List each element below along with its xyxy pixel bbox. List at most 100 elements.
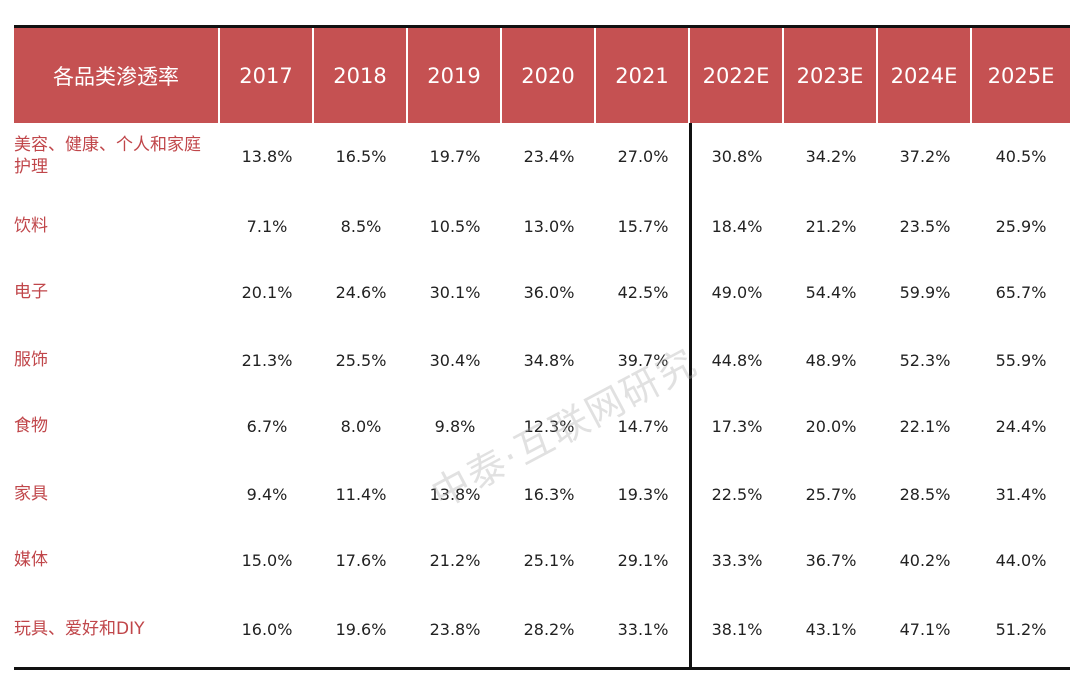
table-cell: 47.1% [899,619,951,639]
table-cell: 27.0% [617,146,669,166]
header-year: 2025E [972,28,1070,123]
table-cell: 49.0% [711,282,763,302]
table-cell: 8.0% [340,416,382,436]
row-category-label: 饮料 [14,216,48,236]
table-cell: 11.4% [335,484,387,504]
table-cell: 23.8% [429,619,481,639]
top-rule [14,25,1070,28]
row-category-label: 美容、健康、个人和家庭护理 [14,135,201,177]
table-cell: 9.4% [246,484,288,504]
table-cell: 34.8% [523,350,575,370]
table-cell: 13.8% [241,146,293,166]
table-row: 美容、健康、个人和家庭护理 13.8% 16.5% 19.7% 23.4% 27.0% 30… [14,123,1070,189]
table-cell: 16.0% [241,619,293,639]
header-year: 2018 [314,28,408,123]
table-cell: 9.8% [434,416,476,436]
table-cell: 33.1% [617,619,669,639]
table-cell: 21.3% [241,350,293,370]
header-year: 2022E [690,28,784,123]
table-row: 玩具、爱好和DIY 16.0% 19.6% 23.8% 28.2% 33.1% 38.1% 4… [14,595,1070,663]
table-cell: 21.2% [805,216,857,236]
row-category-label: 服饰 [14,350,48,370]
table-cell: 65.7% [995,282,1047,302]
table-cell: 40.2% [899,550,951,570]
table-row: 媒体 15.0% 17.6% 21.2% 25.1% 29.1% 33.3% 36.7% 40.… [14,527,1070,593]
table-cell: 52.3% [899,350,951,370]
table-cell: 10.5% [429,216,481,236]
table-cell: 38.1% [711,619,763,639]
table-cell: 25.1% [523,550,575,570]
table-cell: 55.9% [995,350,1047,370]
header-year: 2024E [878,28,972,123]
table-cell: 36.7% [805,550,857,570]
forecast-divider [689,123,692,667]
table-cell: 23.4% [523,146,575,166]
table-cell: 42.5% [617,282,669,302]
table-cell: 13.8% [429,484,481,504]
table-cell: 24.4% [995,416,1047,436]
table-cell: 39.7% [617,350,669,370]
table-cell: 25.9% [995,216,1047,236]
table-cell: 6.7% [246,416,288,436]
bottom-rule [14,667,1070,670]
table-cell: 44.0% [995,550,1047,570]
table-cell: 13.0% [523,216,575,236]
table-cell: 24.6% [335,282,387,302]
table-row: 食物 6.7% 8.0% 9.8% 12.3% 14.7% 17.3% 20.0% 22.1% 2… [14,393,1070,459]
table-cell: 29.1% [617,550,669,570]
table-cell: 17.3% [711,416,763,436]
row-category-label: 电子 [14,282,48,302]
row-category-label: 玩具、爱好和DIY [14,619,145,639]
table-cell: 31.4% [995,484,1047,504]
header-year: 2020 [502,28,596,123]
table-cell: 54.4% [805,282,857,302]
table-cell: 15.7% [617,216,669,236]
table-cell: 19.6% [335,619,387,639]
header-year: 2019 [408,28,502,123]
table-cell: 21.2% [429,550,481,570]
table-cell: 37.2% [899,146,951,166]
table-cell: 15.0% [241,550,293,570]
table-cell: 28.5% [899,484,951,504]
table-cell: 48.9% [805,350,857,370]
table-cell: 14.7% [617,416,669,436]
table-cell: 7.1% [246,216,288,236]
table-cell: 22.1% [899,416,951,436]
table-cell: 30.1% [429,282,481,302]
table-cell: 40.5% [995,146,1047,166]
table-cell: 12.3% [523,416,575,436]
table-cell: 22.5% [711,484,763,504]
table-cell: 44.8% [711,350,763,370]
table-row: 服饰 21.3% 25.5% 30.4% 34.8% 39.7% 44.8% 48.9% 52.… [14,327,1070,393]
table-row: 饮料 7.1% 8.5% 10.5% 13.0% 15.7% 18.4% 21.2% 23.5%… [14,193,1070,259]
table-cell: 19.7% [429,146,481,166]
row-category-label: 食物 [14,416,48,436]
header-year: 2021 [596,28,690,123]
table-cell: 51.2% [995,619,1047,639]
header-year: 2023E [784,28,878,123]
row-category-label: 媒体 [14,550,48,570]
table-cell: 18.4% [711,216,763,236]
table-cell: 20.0% [805,416,857,436]
table-cell: 23.5% [899,216,951,236]
table-cell: 36.0% [523,282,575,302]
row-category-label: 家具 [14,484,48,504]
table-cell: 20.1% [241,282,293,302]
table-cell: 8.5% [340,216,382,236]
table-cell: 59.9% [899,282,951,302]
table-cell: 25.5% [335,350,387,370]
table-cell: 19.3% [617,484,669,504]
header-year: 2017 [220,28,314,123]
table-cell: 25.7% [805,484,857,504]
table-cell: 16.3% [523,484,575,504]
table-cell: 17.6% [335,550,387,570]
table-row: 电子 20.1% 24.6% 30.1% 36.0% 42.5% 49.0% 54.4% 59.… [14,259,1070,325]
header-category: 各品类渗透率 [14,28,220,123]
table-row: 家具 9.4% 11.4% 13.8% 16.3% 19.3% 22.5% 25.7% 28.5… [14,461,1070,527]
table-header-row: 各品类渗透率 2017 2018 2019 2020 2021 2022E 2023E 2024… [14,28,1070,123]
table-cell: 30.4% [429,350,481,370]
table-cell: 34.2% [805,146,857,166]
table-cell: 30.8% [711,146,763,166]
table-cell: 28.2% [523,619,575,639]
table-cell: 33.3% [711,550,763,570]
